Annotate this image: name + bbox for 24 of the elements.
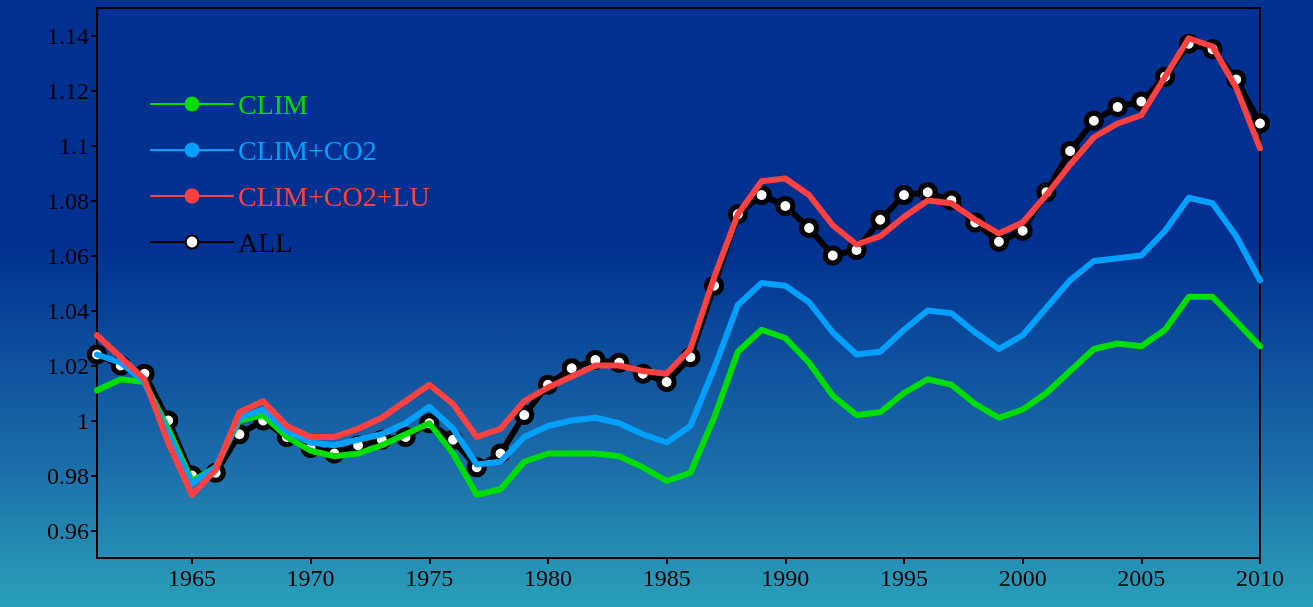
y-tick-label: 1.08	[47, 187, 89, 214]
x-tick-label: 1975	[405, 565, 454, 591]
y-tick-label: 1.04	[47, 297, 89, 324]
x-tick-label: 1985	[642, 565, 691, 591]
legend-label: CLIM+CO2+LU	[238, 180, 430, 212]
legend-label: CLIM	[238, 88, 309, 120]
y-tick-label: 1	[77, 407, 89, 434]
x-tick-label: 2010	[1236, 565, 1284, 591]
x-tick-label: 1970	[286, 565, 335, 591]
x-tick-label: 2000	[998, 565, 1047, 591]
y-tick-label: 1.02	[47, 352, 89, 379]
y-tick-label: 0.98	[47, 462, 89, 489]
y-tick-label: 1.06	[47, 242, 89, 269]
x-tick-label: 1990	[761, 565, 810, 591]
y-tick-label: 0.96	[47, 517, 89, 544]
y-tick-label: 1.1	[59, 132, 89, 159]
x-tick-label: 1980	[523, 565, 572, 591]
legend-label: ALL	[238, 226, 293, 258]
legend-label: CLIM+CO2	[238, 134, 377, 166]
x-tick-label: 1965	[167, 565, 216, 591]
x-tick-label: 1995	[879, 565, 928, 591]
y-tick-label: 1.12	[47, 77, 89, 104]
y-tick-label: 1.14	[47, 22, 89, 49]
x-tick-label: 2005	[1117, 565, 1166, 591]
